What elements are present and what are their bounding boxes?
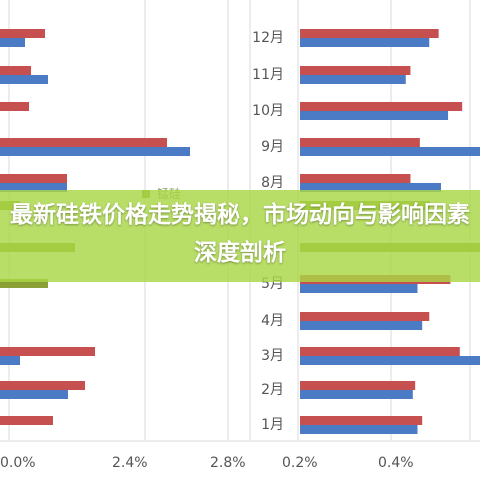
right-bar <box>300 356 480 365</box>
left-bar <box>0 147 190 156</box>
right-bar <box>300 102 463 111</box>
title-banner <box>0 190 480 282</box>
left-bar-olive <box>0 279 48 288</box>
category-label: 9月 <box>261 139 284 155</box>
right-bar <box>300 312 430 321</box>
x-tick-label: 0.4% <box>378 455 414 471</box>
right-bar <box>300 38 430 47</box>
category-label: 11月 <box>252 67 284 83</box>
left-bar <box>0 381 85 390</box>
x-tick-label: 0.0% <box>0 455 36 471</box>
category-label: 1月 <box>261 417 284 433</box>
right-bar <box>300 75 406 84</box>
right-bar <box>300 111 449 120</box>
left-bar <box>0 416 53 425</box>
right-bar <box>300 347 460 356</box>
left-bar <box>0 347 95 356</box>
article-title: 最新硅铁价格走势揭秘，市场动向与影响因素深度剖析 <box>10 202 470 266</box>
right-bar <box>300 381 416 390</box>
left-bar <box>0 138 167 147</box>
right-bar <box>300 29 439 38</box>
right-bar <box>300 284 418 293</box>
left-bar <box>0 102 29 111</box>
category-label: 2月 <box>261 382 284 398</box>
left-bar <box>0 356 20 365</box>
right-bar <box>300 147 480 156</box>
right-bar <box>300 66 411 75</box>
category-label: 8月 <box>261 175 284 191</box>
x-tick-label: 0.2% <box>282 455 318 471</box>
left-bar <box>0 390 68 399</box>
right-bar <box>300 321 423 330</box>
right-bar <box>300 183 441 192</box>
x-tick-label: 2.8% <box>210 455 246 471</box>
right-bar <box>300 174 411 183</box>
category-label: 10月 <box>252 103 284 119</box>
category-label: 12月 <box>252 30 284 46</box>
left-bar <box>0 29 45 38</box>
left-bar <box>0 75 48 84</box>
right-bar <box>300 425 418 434</box>
x-axis-tick-labels: 0.0% 2.4% 2.8% 0.2% 0.4% <box>0 455 414 471</box>
category-label: 3月 <box>261 348 284 364</box>
category-label: 4月 <box>261 313 284 329</box>
right-bar <box>300 416 423 425</box>
right-bar <box>300 390 413 399</box>
left-bar <box>0 66 31 75</box>
x-tick-label: 2.4% <box>112 455 148 471</box>
left-bar <box>0 183 67 192</box>
right-bar <box>300 138 420 147</box>
left-bar <box>0 38 25 47</box>
left-bar <box>0 174 67 183</box>
